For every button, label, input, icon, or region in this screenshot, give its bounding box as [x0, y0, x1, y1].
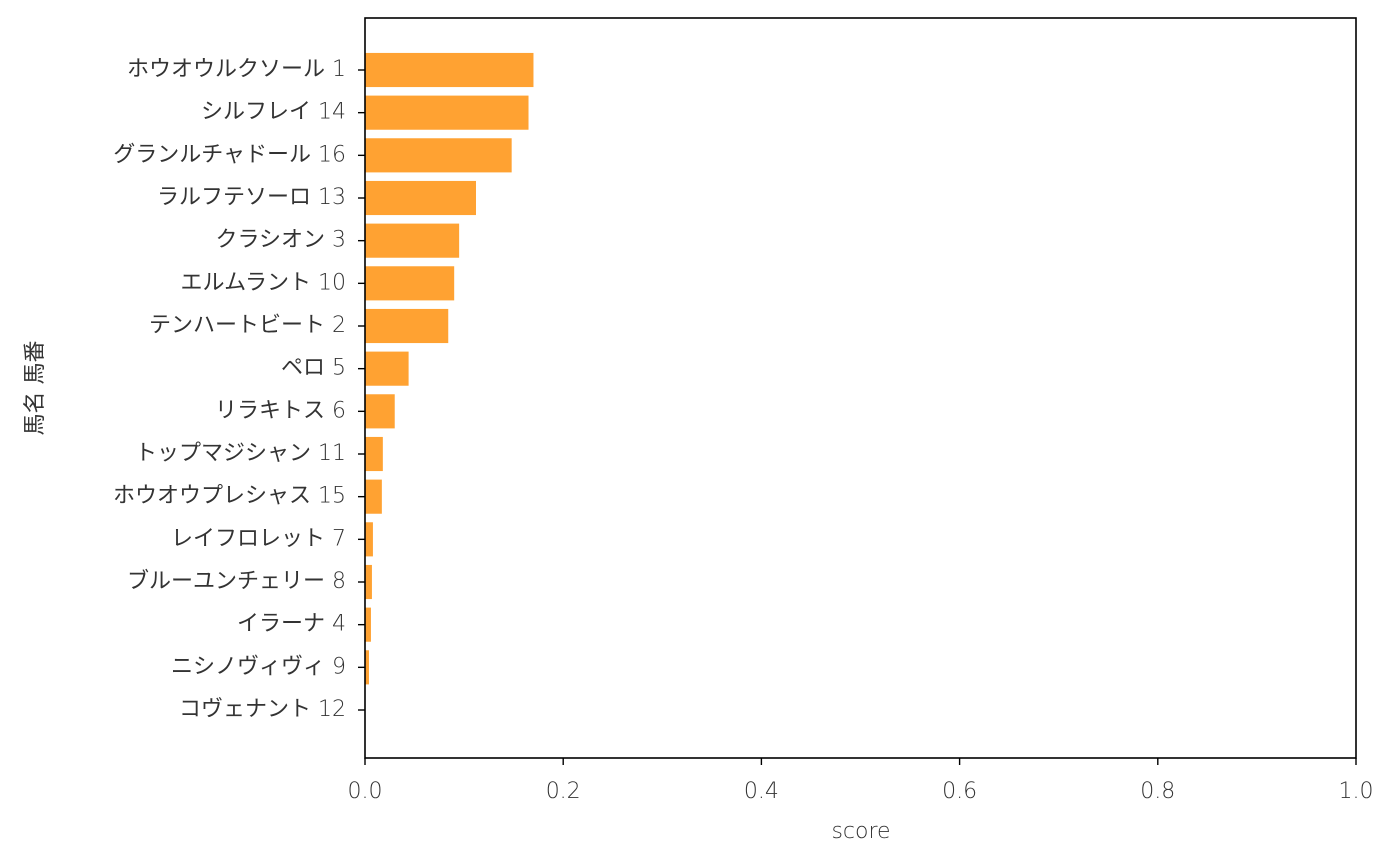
- x-tick-label: 0.0: [348, 779, 383, 804]
- y-tick-label: クラシオン 3: [215, 228, 346, 253]
- y-tick-label: ブルーユンチェリー 8: [127, 569, 346, 594]
- bar: [365, 607, 371, 642]
- y-axis-label: 馬名 馬番: [23, 341, 48, 436]
- bar: [365, 479, 382, 514]
- y-tick-label: レイフロレット 7: [171, 526, 346, 551]
- y-tick-label: ラルフテソーロ 13: [157, 185, 346, 210]
- x-tick-label: 1.0: [1339, 779, 1374, 804]
- x-tick-label: 0.6: [942, 779, 977, 804]
- bar: [365, 223, 460, 258]
- x-tick-label: 0.2: [546, 779, 581, 804]
- y-tick-label: イラーナ 4: [237, 612, 346, 637]
- y-tick-label: ニシノヴィヴィ 9: [171, 654, 346, 679]
- plot-frame: [364, 17, 1357, 759]
- x-tick-label: 0.4: [744, 779, 779, 804]
- y-tick-label: テンハートビート 2: [149, 313, 346, 338]
- y-tick-label: ペロ 5: [281, 356, 346, 381]
- y-tick-label: トップマジシャン 11: [135, 441, 346, 466]
- bar: [365, 436, 383, 472]
- bar: [365, 95, 529, 130]
- x-tick-label: 0.8: [1140, 779, 1175, 804]
- y-tick-label: エルムラント 10: [181, 270, 346, 295]
- bar: [365, 564, 372, 600]
- bar: [365, 394, 395, 429]
- bar: [365, 351, 409, 386]
- bar: [365, 522, 373, 557]
- y-tick-label: シルフレイ 14: [201, 100, 346, 125]
- bar: [365, 650, 369, 685]
- bar: [365, 138, 512, 173]
- y-tick-label: ホウオウプレシャス 15: [113, 484, 346, 509]
- bar: [365, 52, 534, 88]
- bar: [365, 180, 476, 216]
- y-tick-label: リラキトス 6: [215, 398, 346, 423]
- x-axis-label: score: [831, 819, 890, 844]
- y-tick-label: コヴェナント 12: [179, 697, 346, 722]
- y-tick-label: グランルチャドール 16: [113, 142, 346, 167]
- bar: [365, 266, 455, 301]
- y-tick-label: ホウオウルクソール 1: [127, 57, 346, 82]
- bar: [365, 308, 449, 344]
